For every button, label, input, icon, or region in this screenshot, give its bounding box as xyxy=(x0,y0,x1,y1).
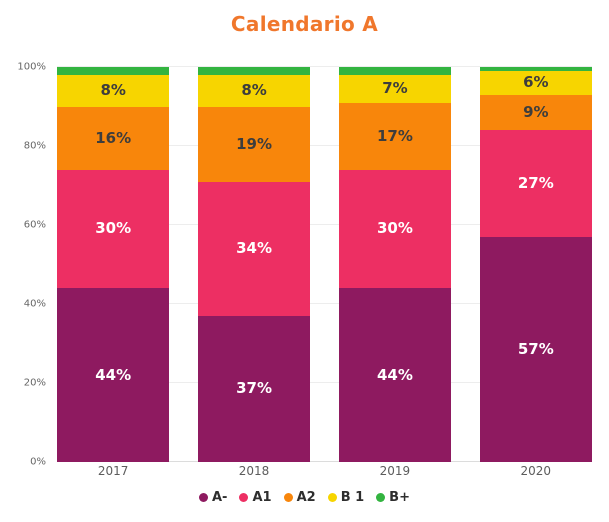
bar-2019[interactable]: 44% 30% 17% 7% xyxy=(338,67,452,462)
segment-value-label: 57% xyxy=(517,339,554,358)
segment-B 1-2018[interactable]: 8% xyxy=(197,74,311,107)
legend-item-B 1[interactable]: B 1 xyxy=(327,490,365,505)
legend-dot-icon xyxy=(327,493,337,502)
legend-item-A2[interactable]: A2 xyxy=(283,490,316,505)
y-tick-label: 60% xyxy=(23,219,46,231)
segment-B+-2020[interactable] xyxy=(479,67,592,71)
segment-B+-2017[interactable] xyxy=(57,67,170,75)
y-tick-label: 0% xyxy=(30,456,46,468)
legend-label: B 1 xyxy=(340,490,365,505)
gridline xyxy=(57,461,592,462)
x-tick-label-2020: 2020 xyxy=(520,464,552,478)
segment-A--2018[interactable]: 37% xyxy=(197,315,311,462)
segment-value-label: 6% xyxy=(523,73,549,92)
segment-value-label: 16% xyxy=(95,128,132,147)
segment-value-label: 34% xyxy=(236,239,272,258)
y-tick-label: 20% xyxy=(23,377,46,389)
segment-B+-2019[interactable] xyxy=(338,67,452,75)
segment-value-label: 19% xyxy=(236,134,272,153)
legend-item-B+[interactable]: B+ xyxy=(376,490,410,505)
segment-value-label: 8% xyxy=(241,81,267,100)
segment-B 1-2020[interactable]: 6% xyxy=(479,70,592,95)
legend: A- A1 A2 B 1 B+ xyxy=(0,490,609,505)
y-axis: 0% 20% 40% 60% 80% 100% xyxy=(0,62,50,468)
segment-value-label: 8% xyxy=(100,81,126,100)
y-tick-label: 100% xyxy=(17,61,46,73)
segment-A--2020[interactable]: 57% xyxy=(479,236,592,462)
segment-B 1-2019[interactable]: 7% xyxy=(338,74,452,103)
bar-2020[interactable]: 57% 27% 9% 6% xyxy=(479,67,592,462)
segment-B+-2018[interactable] xyxy=(197,67,311,75)
gridline xyxy=(57,224,592,225)
legend-dot-icon xyxy=(239,493,249,502)
gridline xyxy=(57,145,592,146)
segment-A--2019[interactable]: 44% xyxy=(338,288,452,462)
x-tick-label-2018: 2018 xyxy=(238,464,270,478)
segment-value-label: 37% xyxy=(236,379,272,398)
legend-label: A2 xyxy=(296,490,316,505)
segment-A1-2018[interactable]: 34% xyxy=(197,181,311,316)
legend-dot-icon xyxy=(376,493,386,502)
gridline xyxy=(57,66,592,67)
x-tick-label-2019: 2019 xyxy=(379,464,411,478)
segment-A2-2020[interactable]: 9% xyxy=(479,94,592,131)
segment-value-label: 30% xyxy=(95,219,132,238)
segment-A--2017[interactable]: 44% xyxy=(57,288,170,462)
segment-A1-2020[interactable]: 27% xyxy=(479,130,592,237)
segment-value-label: 17% xyxy=(376,126,413,145)
x-tick-label-2017: 2017 xyxy=(97,464,129,478)
segment-value-label: 44% xyxy=(376,365,413,384)
legend-label: A- xyxy=(212,490,228,505)
bar-2018[interactable]: 37% 34% 19% 8% xyxy=(197,67,311,462)
bar-2017[interactable]: 44% 30% 16% 8% xyxy=(57,67,170,462)
segment-value-label: 7% xyxy=(382,79,408,98)
legend-dot-icon xyxy=(283,493,293,502)
segment-A2-2018[interactable]: 19% xyxy=(197,106,311,182)
segment-value-label: 44% xyxy=(95,365,132,384)
segment-A1-2019[interactable]: 30% xyxy=(338,169,452,289)
legend-label: A1 xyxy=(252,490,272,505)
segment-value-label: 9% xyxy=(523,102,549,121)
plot-area: 44% 30% 16% 8% 37% 34% 19% 8% 44% 30% 17% 7% 57% 27% 9… xyxy=(57,66,592,462)
segment-A2-2019[interactable]: 17% xyxy=(338,102,452,170)
gridline xyxy=(57,382,592,383)
legend-label: B+ xyxy=(389,490,410,505)
gridline xyxy=(57,303,592,304)
segment-A1-2017[interactable]: 30% xyxy=(57,169,170,289)
segment-A2-2017[interactable]: 16% xyxy=(57,106,170,170)
segment-B 1-2017[interactable]: 8% xyxy=(57,74,170,107)
segment-value-label: 30% xyxy=(376,219,413,238)
x-axis: 2017 2018 2019 2020 xyxy=(57,464,592,484)
legend-dot-icon xyxy=(199,493,208,502)
legend-item-A-[interactable]: A- xyxy=(199,490,227,505)
chart-title: Calendario A xyxy=(230,12,379,36)
y-tick-label: 40% xyxy=(23,298,46,310)
y-tick-label: 80% xyxy=(23,140,46,152)
legend-item-A1[interactable]: A1 xyxy=(239,490,272,505)
segment-value-label: 27% xyxy=(517,174,554,193)
